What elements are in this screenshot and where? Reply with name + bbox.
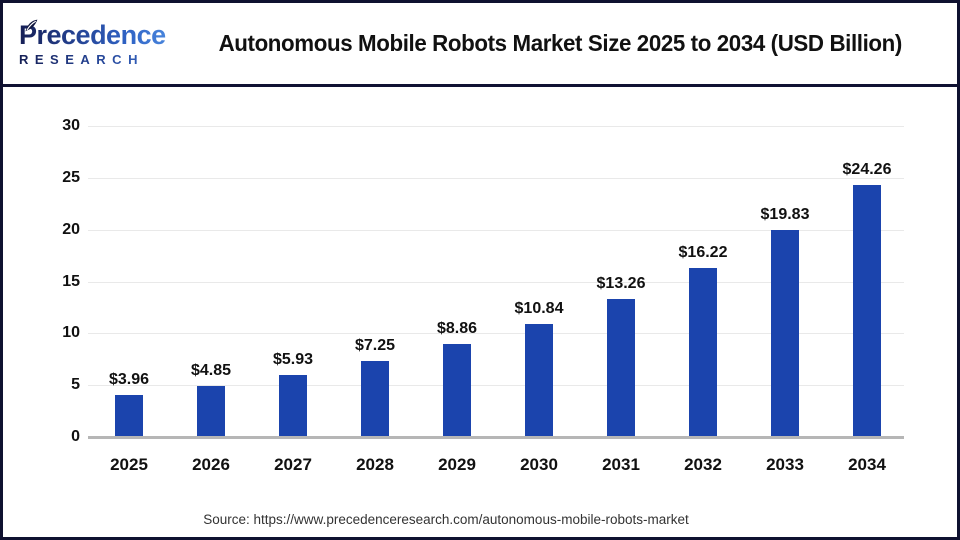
- bar-slot-2031: $13.26: [580, 126, 662, 437]
- bar-slot-2026: $4.85: [170, 126, 252, 437]
- gridline-y30: [88, 126, 904, 127]
- bar-slot-2033: $19.83: [744, 126, 826, 437]
- bar-slot-2034: $24.26: [826, 126, 908, 437]
- bar-value-label-2029: $8.86: [436, 320, 478, 338]
- bar-value-label-2032: $16.22: [678, 243, 728, 261]
- source-citation: Source: https://www.precedenceresearch.c…: [203, 512, 689, 527]
- bar-slot-2025: $3.96: [88, 126, 170, 437]
- logo-subtitle: RESEARCH: [19, 53, 173, 66]
- precedence-research-logo: Precedence RESEARCH: [3, 19, 173, 66]
- x-axis-labels: 2025 2026 2027 2028 2029 2030 2031 2032 2033 2034: [88, 455, 908, 477]
- x-tick-label-2031: 2031: [602, 455, 640, 474]
- y-tick-label-15: 15: [62, 272, 80, 290]
- y-tick-label-25: 25: [62, 168, 80, 186]
- bar-2031: [607, 298, 635, 436]
- x-tick-label-2026: 2026: [192, 455, 230, 474]
- gridline-y25: [88, 177, 904, 179]
- x-tick-label-2028: 2028: [356, 455, 394, 474]
- bar-slot-2029: $8.86: [416, 126, 498, 437]
- x-axis-line: [88, 436, 904, 439]
- bar-slot-2032: $16.22: [662, 126, 744, 437]
- x-tick-label-2027: 2027: [274, 455, 312, 474]
- bar-value-label-2030: $10.84: [514, 299, 564, 317]
- bar-2028: [361, 360, 389, 436]
- logo-wordmark: Precedence: [19, 21, 173, 49]
- x-tick-label-2030: 2030: [520, 455, 558, 474]
- bar-slot-2030: $10.84: [498, 126, 580, 437]
- bar-value-label-2033: $19.83: [760, 206, 810, 224]
- bar-2025: [115, 394, 143, 436]
- header: Precedence RESEARCH Autonomous Mobile Ro…: [3, 3, 957, 84]
- bar-value-label-2028: $7.25: [354, 336, 396, 354]
- y-tick-label-5: 5: [71, 376, 80, 394]
- x-tick-label-2025: 2025: [110, 455, 148, 474]
- bar-2032: [689, 267, 717, 436]
- bar-2030: [525, 323, 553, 436]
- x-tick-label-2034: 2034: [848, 455, 886, 474]
- bar-2033: [771, 230, 799, 436]
- gridline-y5: [88, 385, 904, 387]
- bar-2027: [279, 374, 307, 436]
- x-tick-label-2029: 2029: [438, 455, 476, 474]
- y-tick-label-10: 10: [62, 324, 80, 342]
- header-divider: [3, 84, 957, 87]
- x-tick-label-2033: 2033: [766, 455, 804, 474]
- y-tick-label-20: 20: [62, 220, 80, 238]
- bar-value-label-2026: $4.85: [190, 361, 232, 379]
- bar-slot-2027: $5.93: [252, 126, 334, 437]
- y-tick-label-30: 30: [62, 117, 80, 134]
- x-tick-label-2032: 2032: [684, 455, 722, 474]
- bar-value-label-2025: $3.96: [108, 370, 150, 388]
- gridline-y20: [88, 229, 904, 231]
- bar-value-label-2027: $5.93: [272, 350, 314, 368]
- y-tick-label-0: 0: [71, 428, 80, 445]
- bar-2026: [197, 385, 225, 436]
- bar-2029: [443, 344, 471, 436]
- gridline-y15: [88, 281, 904, 283]
- page-title: Autonomous Mobile Robots Market Size 202…: [218, 30, 902, 56]
- gridline-y10: [88, 333, 904, 335]
- bar-slot-2028: $7.25: [334, 126, 416, 437]
- title-area: Autonomous Mobile Robots Market Size 202…: [173, 30, 957, 57]
- plot: 0 5 10 15 20 25 30 $3.96 $4.85 $5.93 $7.25 $8.86 $10…: [62, 117, 908, 445]
- bar-value-label-2031: $13.26: [596, 274, 646, 292]
- bar-2034: [853, 184, 881, 436]
- bar-value-label-2034: $24.26: [842, 160, 892, 178]
